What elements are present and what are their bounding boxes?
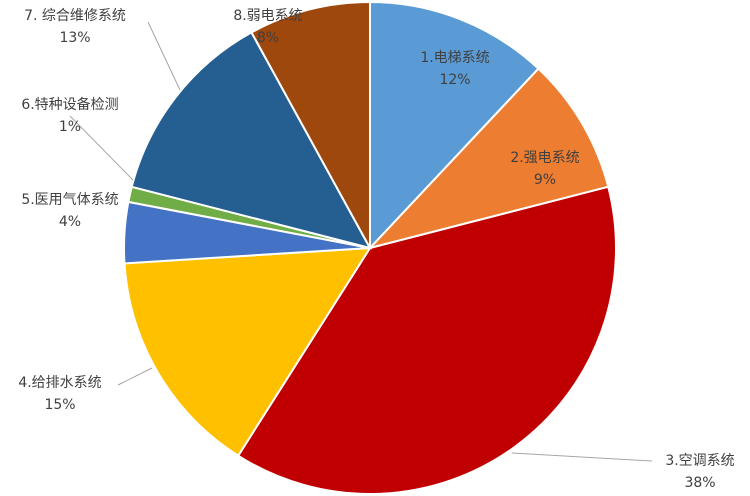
leader-line [69, 115, 134, 181]
slice-value-label: 1% [59, 119, 81, 135]
pie-slice [369, 0, 540, 251]
slice-label: 4.给排水系统 [18, 375, 101, 391]
pie-slice [123, 246, 372, 458]
slice-value-label: 15% [44, 397, 75, 413]
leader-line [147, 21, 181, 91]
slice-value-label: 8% [257, 30, 279, 46]
slice-value-label: 9% [534, 172, 556, 188]
slice-label: 5.医用气体系统 [21, 192, 118, 208]
slice-label: 3.空调系统 [665, 453, 734, 469]
pie-slice [130, 31, 372, 250]
slice-label: 1.电梯系统 [420, 50, 489, 66]
pie-slice [250, 0, 371, 249]
slice-value-label: 38% [684, 475, 715, 491]
slice-value-label: 4% [59, 214, 81, 230]
slice-label: 2.强电系统 [510, 150, 579, 166]
pie-slice [236, 185, 617, 495]
slice-label: 6.特种设备检测 [21, 96, 118, 113]
slice-value-label: 13% [59, 30, 90, 46]
slice-label: 8.弱电系统 [233, 8, 302, 24]
leader-line [511, 452, 653, 462]
slice-value-label: 12% [439, 72, 470, 88]
pie-slice [366, 67, 610, 250]
slice-label: 7. 综合维修系统 [24, 8, 126, 24]
leader-line [117, 367, 153, 386]
